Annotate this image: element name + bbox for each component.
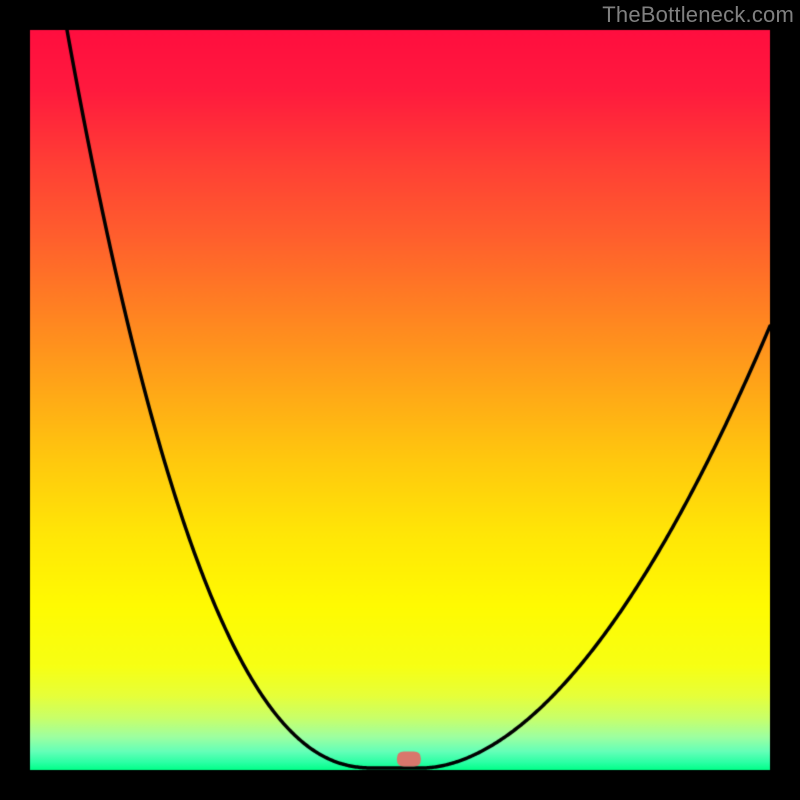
chart-container: TheBottleneck.com — [0, 0, 800, 800]
bottleneck-chart-canvas — [0, 0, 800, 800]
watermark-text: TheBottleneck.com — [602, 2, 794, 28]
